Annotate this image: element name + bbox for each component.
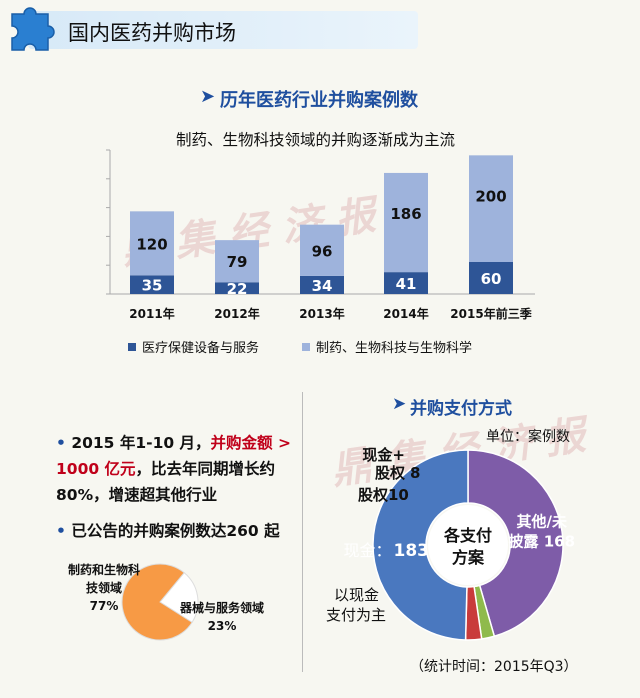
chart2-footnote: （统计时间：2015年Q3）	[410, 659, 578, 675]
bar-chart: 35 120 2011年 22 79 2012年 34 96 2013年 41 186 2014年 60…	[106, 149, 535, 356]
x-tick-label: 2013年	[299, 306, 344, 321]
divider	[302, 392, 303, 672]
data-label: 120	[136, 235, 167, 253]
data-label: 96	[312, 242, 333, 260]
data-label: 186	[390, 205, 421, 223]
bar-segment	[215, 282, 259, 294]
slice-value: 183	[394, 541, 430, 561]
bullet-1: • 2015 年1-10 月，并购金额 > 1000 亿元，比去年同期增长约 8…	[56, 434, 291, 504]
chart2-heading: 并购支付方式	[410, 399, 512, 419]
data-label: 35	[142, 277, 163, 295]
slice-label: 其他/未	[517, 513, 568, 531]
chart1-heading-arrow: ➤	[200, 86, 216, 107]
donut-center-label: 各支付	[443, 526, 492, 545]
slice-label: 器械与服务领域	[179, 600, 264, 615]
bar-segment	[469, 262, 513, 294]
bar-segment	[130, 275, 174, 294]
bullet-2-text: 已公告的并购案例数达260 起	[71, 522, 280, 540]
bar-segment	[300, 275, 344, 294]
legend-label: 医疗保健设备与服务	[142, 340, 259, 356]
x-tick-label: 2011年	[129, 306, 174, 321]
donut-center-label: 方案	[452, 548, 485, 567]
puzzle-icon	[11, 7, 55, 51]
x-tick-label: 2012年	[214, 306, 259, 321]
data-label: 79	[227, 253, 248, 271]
bar-segment	[384, 172, 428, 273]
bullet-1-text: 2015 年1-10 月，	[71, 434, 211, 452]
chart2-heading-arrow: ➤	[392, 394, 407, 414]
chart2-side-note-1: 以现金	[334, 586, 380, 604]
chart1-heading: 历年医药行业并购案例数	[220, 90, 418, 111]
chart2-side-note-2: 支付为主	[326, 606, 387, 624]
slice-label: 股权	[375, 464, 406, 482]
slice-label: 现金：	[343, 541, 391, 560]
legend-swatch	[128, 343, 136, 351]
slice-label: 制药和生物科	[68, 562, 140, 577]
slice-label: 披露 168	[508, 533, 575, 551]
chart2-unit: 单位：案例数	[486, 429, 570, 445]
bullet-1-rest: ，比去年同期增长约 80%，增速超其他行业	[56, 460, 276, 504]
bullet-2: • 已公告的并购案例数达260 起	[56, 522, 280, 540]
bar-segment	[215, 240, 259, 283]
donut-slice	[372, 449, 469, 641]
bar-segment	[130, 211, 174, 276]
data-label: 34	[312, 277, 333, 295]
data-label: 200	[475, 187, 506, 205]
slice-value: 8	[410, 464, 420, 482]
pie-slice	[159, 572, 199, 624]
section-banner	[28, 11, 418, 49]
bar-segment	[384, 272, 428, 294]
bar-segment	[300, 224, 344, 276]
slice-value: 77%	[90, 599, 119, 613]
x-tick-label: 2014年	[383, 306, 428, 321]
data-label: 60	[481, 270, 502, 288]
slice-label: 股权10	[358, 486, 409, 504]
donut-hole	[428, 505, 508, 585]
bullet-1-highlight: 并购金额 > 1000 亿元	[56, 434, 291, 478]
slice-label: 现金+	[362, 446, 405, 464]
data-label: 22	[227, 280, 248, 298]
pie-slice	[121, 563, 193, 641]
donut-slice	[467, 449, 564, 638]
slice-label: 技领域	[86, 580, 122, 595]
x-tick-label: 2015年前三季	[450, 306, 532, 321]
banner-title: 国内医药并购市场	[68, 21, 236, 45]
legend-swatch	[302, 343, 310, 351]
slice-value: 23%	[208, 619, 237, 633]
chart1-subtitle: 制药、生物科技领域的并购逐渐成为主流	[176, 131, 456, 149]
data-label: 41	[396, 275, 417, 293]
bar-segment	[469, 155, 513, 262]
legend-label: 制药、生物科技与生物科学	[316, 340, 472, 356]
